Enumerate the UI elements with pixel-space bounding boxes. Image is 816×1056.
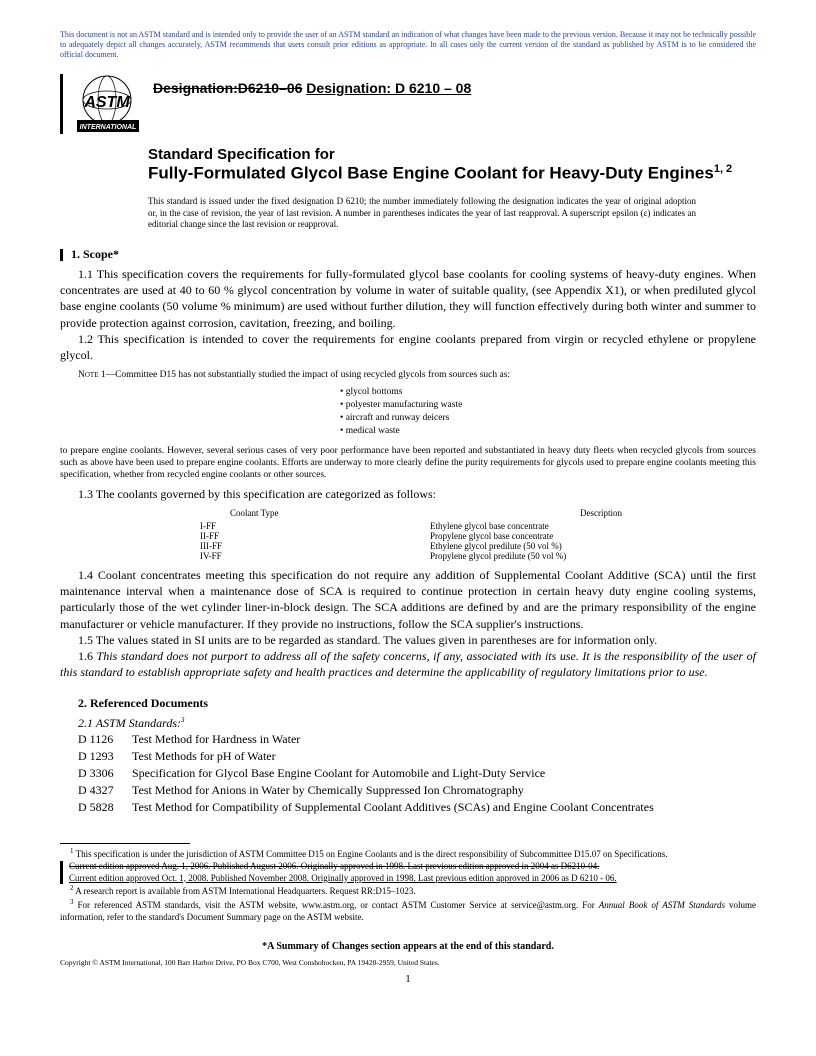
header-row: ASTM INTERNATIONAL Designation:D6210–06 … <box>60 74 756 134</box>
summary-line: *A Summary of Changes section appears at… <box>60 941 756 952</box>
page-number: 1 <box>60 973 756 985</box>
footnote-1: 1 This specification is under the jurisd… <box>60 847 756 861</box>
ref-item: D 4327Test Method for Anions in Water by… <box>78 782 756 799</box>
scope-p6: 1.6 This standard does not purport to ad… <box>60 648 756 680</box>
footnote-rule <box>60 843 190 844</box>
scope-p5: 1.5 The values stated in SI units are to… <box>60 632 756 648</box>
ref-item: D 1126Test Method for Hardness in Water <box>78 731 756 748</box>
title-label: Standard Specification for <box>148 146 756 163</box>
scope-p4: 1.4 Coolant concentrates meeting this sp… <box>60 567 756 632</box>
footnote-2: 2 A research report is available from AS… <box>60 884 756 898</box>
scope-heading: 1. Scope* <box>60 247 756 262</box>
ref-item: D 5828Test Method for Compatibility of S… <box>78 799 756 816</box>
table-row: III-FFEthylene glycol predilute (50 vol … <box>60 541 756 551</box>
svg-text:INTERNATIONAL: INTERNATIONAL <box>80 124 137 131</box>
refs-sub: 2.1 ASTM Standards:3 <box>78 715 756 731</box>
scope-p2: 1.2 This specification is intended to co… <box>60 331 756 363</box>
svg-text:ASTM: ASTM <box>83 94 130 111</box>
revision-bar <box>60 74 63 134</box>
scope-p1: 1.1 This specification covers the requir… <box>60 266 756 331</box>
note-1-tail: to prepare engine coolants. However, sev… <box>60 445 756 482</box>
disclaimer-text: This document is not an ASTM standard an… <box>60 30 756 60</box>
table-row: IV-FFPropylene glycol predilute (50 vol … <box>60 551 756 561</box>
designation-line: Designation:D6210–06 Designation: D 6210… <box>153 80 471 96</box>
revision-bar <box>60 861 63 884</box>
note-1: Note 1—Committee D15 has not substantial… <box>60 369 756 381</box>
footnotes: 1 This specification is under the jurisd… <box>60 843 756 923</box>
issuance-note: This standard is issued under the fixed … <box>148 196 756 231</box>
table-header: Coolant Type Description <box>60 508 756 518</box>
astm-logo: ASTM INTERNATIONAL <box>75 74 141 134</box>
copyright: Copyright © ASTM International, 100 Barr… <box>60 958 756 967</box>
revision-bar <box>60 249 63 261</box>
ref-item: D 3306Specification for Glycol Base Engi… <box>78 765 756 782</box>
refs-heading: 2. Referenced Documents <box>60 696 756 711</box>
designation-new: Designation: D 6210 – 08 <box>306 80 471 96</box>
ref-item: D 1293Test Methods for pH of Water <box>78 748 756 765</box>
ref-list: D 1126Test Method for Hardness in Water … <box>78 731 756 815</box>
designation-old: Designation:D6210–06 <box>153 80 302 96</box>
footnote-1-revision: Current edition approved Aug. 1, 2006. P… <box>60 861 756 884</box>
scope-p3: 1.3 The coolants governed by this specif… <box>60 486 756 502</box>
table-row: I-FFEthylene glycol base concentrate <box>60 521 756 531</box>
page-container: This document is not an ASTM standard an… <box>0 0 816 1005</box>
coolant-table: Coolant Type Description I-FFEthylene gl… <box>60 508 756 561</box>
table-row: II-FFPropylene glycol base concentrate <box>60 531 756 541</box>
title-block: Standard Specification for Fully-Formula… <box>148 146 756 184</box>
note-bullets: • glycol bottoms • polyester manufacturi… <box>340 386 756 439</box>
title-main: Fully-Formulated Glycol Base Engine Cool… <box>148 163 756 184</box>
footnote-3: 3 For referenced ASTM standards, visit t… <box>60 898 756 923</box>
